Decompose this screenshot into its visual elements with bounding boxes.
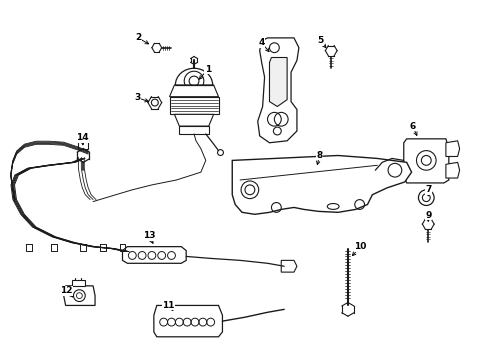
Text: 1: 1 bbox=[204, 65, 210, 74]
Polygon shape bbox=[269, 58, 286, 107]
Text: 6: 6 bbox=[408, 122, 415, 131]
Text: 10: 10 bbox=[354, 242, 366, 251]
Text: 11: 11 bbox=[162, 301, 174, 310]
Polygon shape bbox=[179, 126, 208, 134]
Ellipse shape bbox=[326, 203, 338, 210]
Polygon shape bbox=[169, 97, 218, 114]
Text: 13: 13 bbox=[142, 231, 155, 240]
Text: 4: 4 bbox=[258, 38, 264, 47]
Polygon shape bbox=[445, 162, 459, 178]
Text: 7: 7 bbox=[424, 185, 430, 194]
Polygon shape bbox=[445, 141, 459, 157]
Polygon shape bbox=[63, 286, 95, 305]
Polygon shape bbox=[281, 260, 296, 272]
Text: 5: 5 bbox=[317, 36, 323, 45]
Text: 2: 2 bbox=[135, 33, 141, 42]
Text: 3: 3 bbox=[134, 93, 140, 102]
Polygon shape bbox=[257, 38, 298, 143]
Polygon shape bbox=[169, 85, 218, 97]
Text: 14: 14 bbox=[76, 133, 88, 142]
Polygon shape bbox=[174, 114, 213, 126]
Polygon shape bbox=[232, 156, 411, 214]
Polygon shape bbox=[154, 305, 222, 337]
Polygon shape bbox=[71, 280, 85, 286]
Text: 8: 8 bbox=[316, 151, 322, 160]
Polygon shape bbox=[403, 139, 448, 183]
Polygon shape bbox=[78, 136, 88, 149]
Polygon shape bbox=[122, 247, 186, 263]
Text: 12: 12 bbox=[60, 286, 73, 295]
Text: 9: 9 bbox=[424, 211, 430, 220]
